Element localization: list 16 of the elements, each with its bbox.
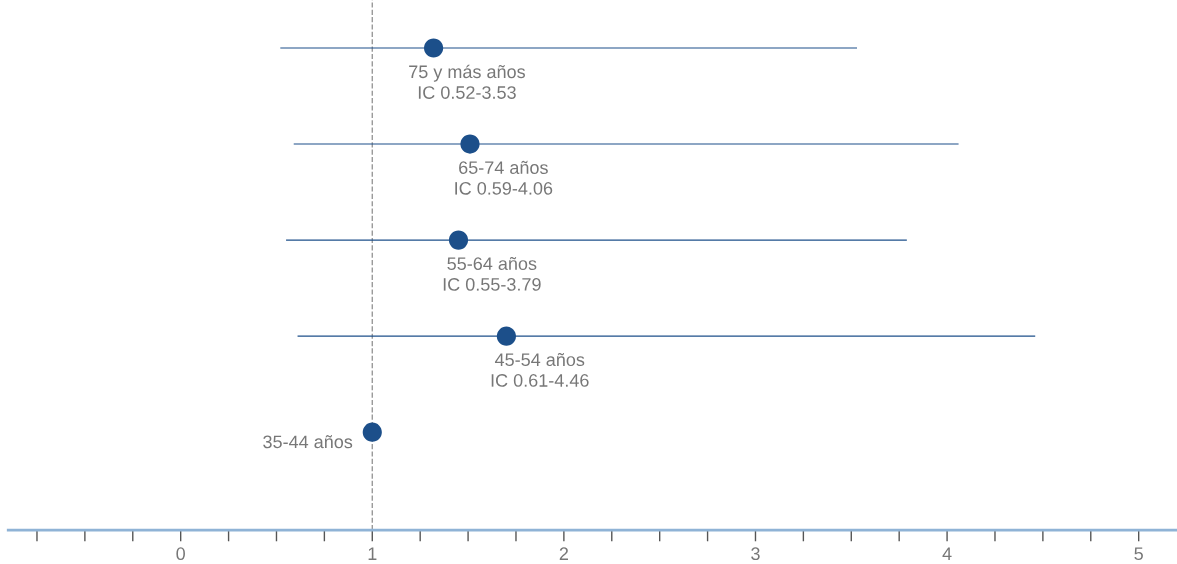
data-label: 75 y más años IC 0.52-3.53 <box>409 64 525 99</box>
data-label: 65-74 años IC 0.59-4.06 <box>455 160 553 195</box>
x-tick-label: 3 <box>751 547 760 561</box>
point <box>448 230 469 250</box>
x-tick-label: 4 <box>942 547 952 560</box>
x-tick-label: 1 <box>368 547 377 560</box>
point <box>496 326 516 346</box>
point <box>460 134 480 154</box>
data-label: 45-54 años IC 0.61-4.46 <box>491 352 589 387</box>
x-tick-label: 5 <box>1134 547 1143 561</box>
data-label: 35-44 años <box>263 435 353 449</box>
data-label: 55-64 años IC 0.55-3.79 <box>443 256 541 291</box>
point <box>362 422 382 442</box>
x-tick-label: 2 <box>559 547 568 560</box>
x-tick-label: 0 <box>176 547 185 561</box>
point <box>424 38 444 58</box>
